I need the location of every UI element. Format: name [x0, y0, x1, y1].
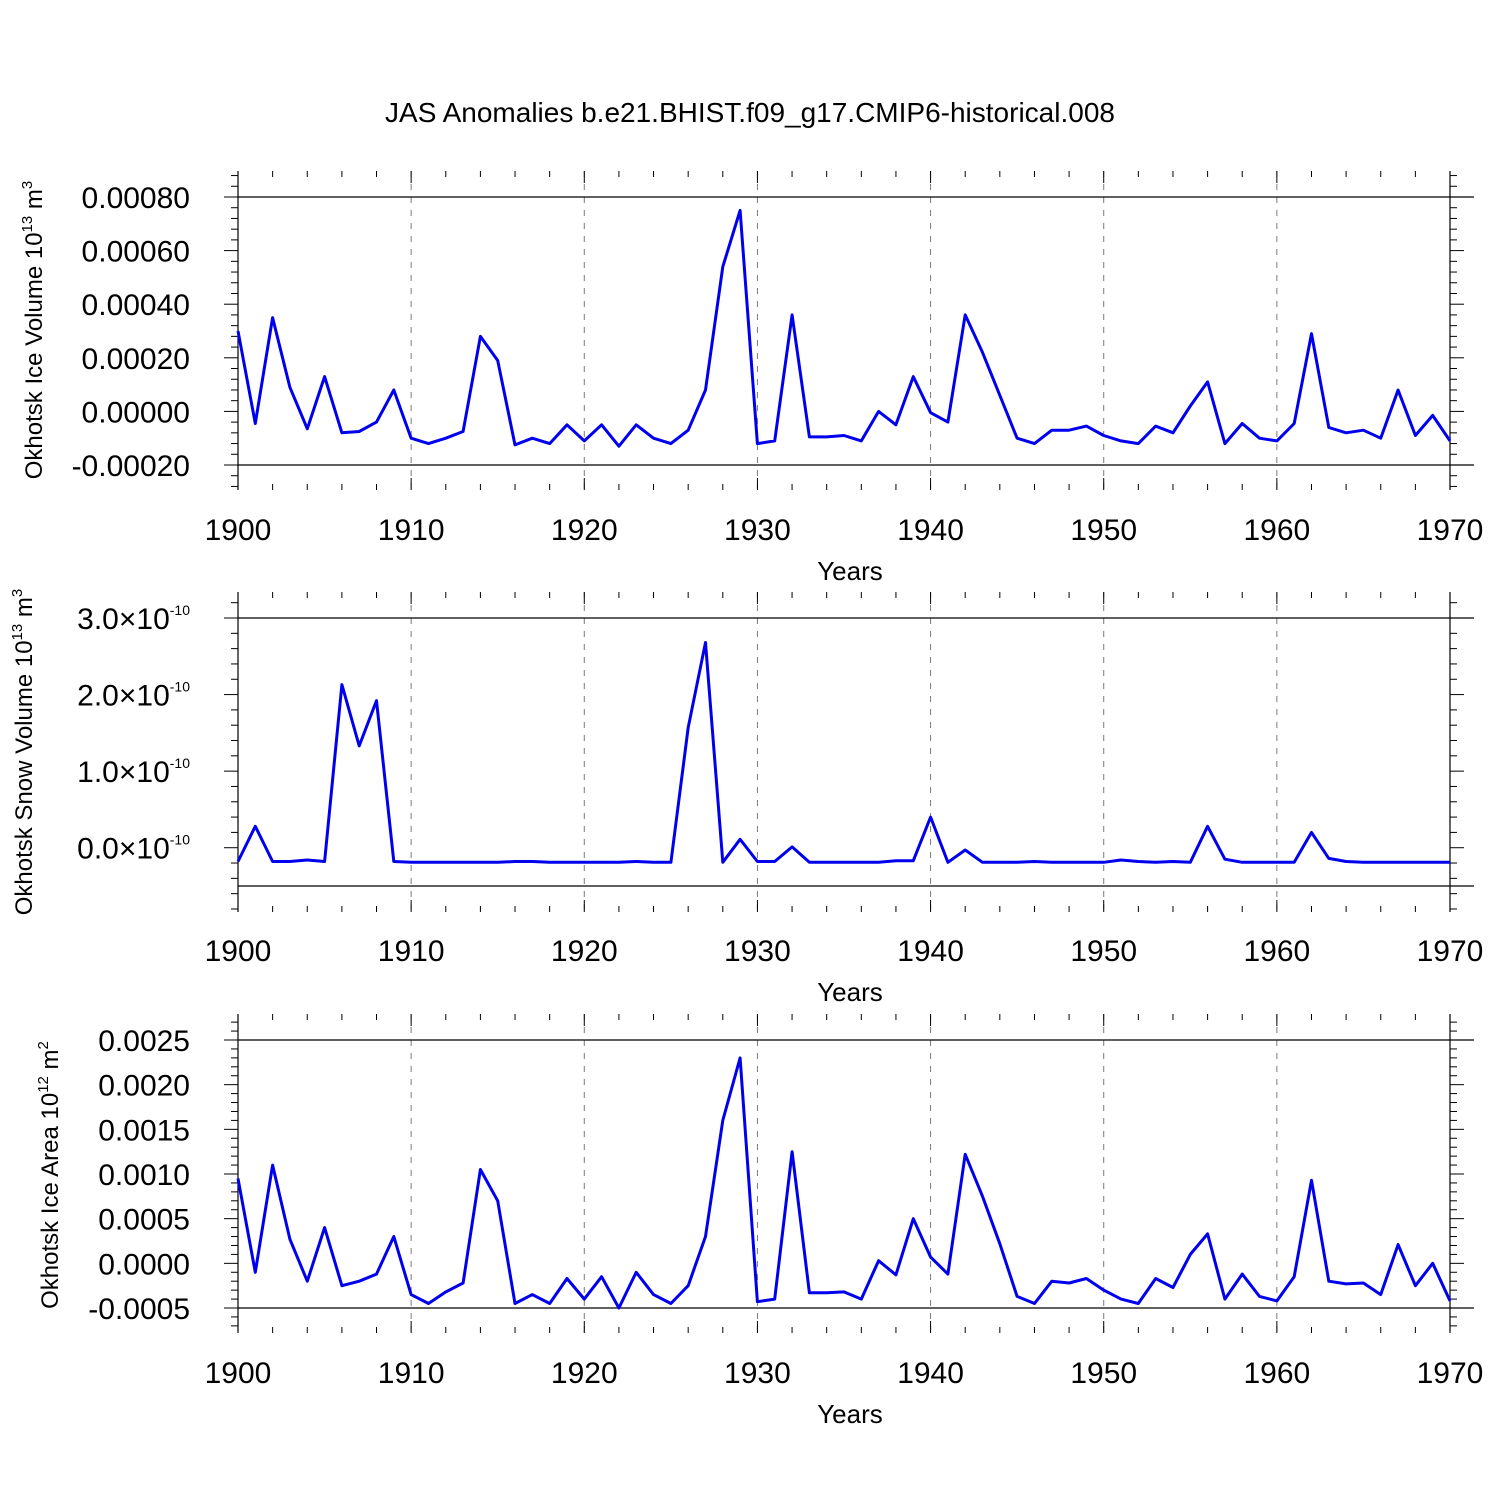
x-tick-label: 1910	[378, 1357, 445, 1390]
y-tick-label: -0.00020	[72, 450, 190, 483]
y-tick-label: 0.0025	[98, 1025, 190, 1058]
y-tick-label: 0.00060	[82, 236, 190, 269]
y-tick-times: ×	[119, 680, 137, 713]
x-axis-label: Years	[817, 977, 883, 1007]
x-tick-label: 1960	[1243, 514, 1310, 547]
y-tick-mantissa: 1.0	[77, 756, 119, 789]
x-tick-label: 1970	[1417, 935, 1484, 968]
y-tick-times: ×	[119, 756, 137, 789]
y-tick-label: 2.0×10-10	[77, 679, 190, 713]
x-tick-label: 1930	[724, 1357, 791, 1390]
x-tick-label: 1920	[551, 1357, 618, 1390]
y-tick-base: 10	[136, 603, 169, 636]
y-tick-label: 0.0020	[98, 1070, 190, 1103]
panel-2: 1900 1910 1920 1930 1940 1950 1960 19700.0×10-1…	[9, 589, 1483, 1007]
y-tick-exponent: -10	[170, 832, 190, 848]
y-tick-times: ×	[119, 603, 137, 636]
x-tick-label: 1940	[897, 1357, 964, 1390]
x-tick-label: 1900	[205, 1357, 272, 1390]
x-tick-label: 1940	[897, 935, 964, 968]
x-tick-label: 1920	[551, 935, 618, 968]
y-axis-label: Okhotsk Ice Volume 1013 m3	[19, 181, 48, 480]
x-tick-label: 1960	[1243, 935, 1310, 968]
x-tick-label: 1900	[205, 514, 272, 547]
series-line-okhotsk-ice-area	[236, 1056, 1452, 1310]
x-tick-label: 1930	[724, 514, 791, 547]
y-tick-label: 0.00000	[82, 396, 190, 429]
y-tick-exponent: -10	[170, 679, 190, 695]
x-tick-label: 1940	[897, 514, 964, 547]
y-tick-exponent: -10	[170, 755, 190, 771]
y-tick-times: ×	[119, 833, 137, 866]
x-tick-label: 1970	[1417, 514, 1484, 547]
panels: 1900 1910 1920 1930 1940 1950 1960 1970 -0.00020…	[9, 171, 1483, 1429]
y-tick-label: 0.00020	[82, 343, 190, 376]
y-tick-exponent: -10	[170, 602, 190, 618]
y-tick-label: 0.0000	[98, 1248, 190, 1281]
y-tick-base: 10	[136, 680, 169, 713]
series-line-okhotsk-snow-volume	[236, 641, 1450, 864]
x-tick-label: 1930	[724, 935, 791, 968]
y-tick-label: 0.0×10-10	[77, 832, 190, 866]
y-axis-label: Okhotsk Snow Volume 1013 m3	[9, 589, 38, 916]
panel-1: 1900 1910 1920 1930 1940 1950 1960 1970 -0.00020…	[19, 171, 1483, 586]
x-tick-label: 1910	[378, 514, 445, 547]
figure-title: JAS Anomalies b.e21.BHIST.f09_g17.CMIP6-…	[385, 97, 1115, 128]
y-tick-mantissa: 0.0	[77, 833, 119, 866]
y-tick-mantissa: 2.0	[77, 680, 119, 713]
y-tick-base: 10	[136, 833, 169, 866]
y-tick-label: 3.0×10-10	[77, 602, 190, 636]
y-tick-label: 0.0010	[98, 1159, 190, 1192]
y-tick-label: 0.00080	[82, 182, 190, 215]
y-tick-mantissa: 3.0	[77, 603, 119, 636]
x-tick-label: 1910	[378, 935, 445, 968]
x-tick-label: 1950	[1070, 514, 1137, 547]
x-tick-label: 1920	[551, 514, 618, 547]
series-line-okhotsk-ice-volume	[236, 208, 1452, 448]
y-tick-label: 0.0005	[98, 1204, 190, 1237]
x-axis-label: Years	[817, 1399, 883, 1429]
y-tick-label: 1.0×10-10	[77, 755, 190, 789]
y-tick-label: 0.0015	[98, 1114, 190, 1147]
y-tick-label: 0.00040	[82, 289, 190, 322]
x-axis-label: Years	[817, 556, 883, 586]
panel-3: 1900 1910 1920 1930 1940 1950 1960 1970 -0.0005 0…	[35, 1014, 1483, 1429]
y-tick-label: -0.0005	[88, 1293, 190, 1326]
x-tick-label: 1970	[1417, 1357, 1484, 1390]
y-axis-label: Okhotsk Ice Area 1012 m2	[35, 1041, 64, 1309]
y-tick-base: 10	[136, 756, 169, 789]
x-tick-label: 1950	[1070, 1357, 1137, 1390]
x-tick-label: 1950	[1070, 935, 1137, 968]
x-tick-label: 1960	[1243, 1357, 1310, 1390]
x-tick-label: 1900	[205, 935, 272, 968]
